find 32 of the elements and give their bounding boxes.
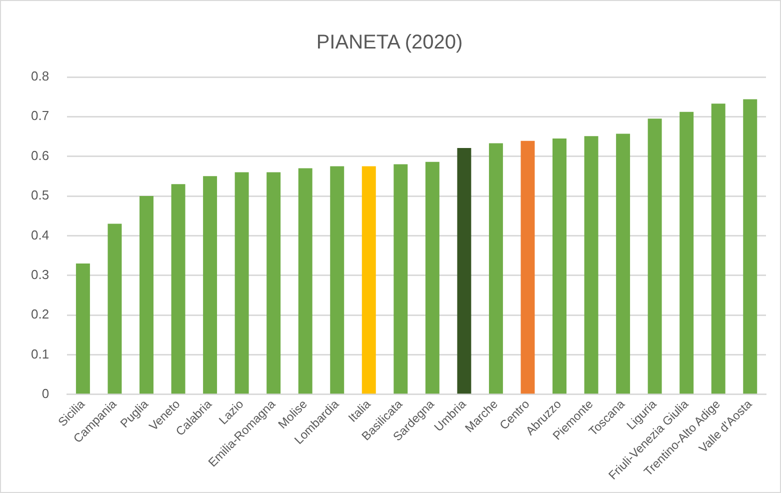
bar: [520, 140, 535, 394]
y-tick-label: 0.5: [30, 188, 50, 203]
bar: [394, 164, 408, 394]
bar: [711, 104, 726, 394]
y-tick-label: 0.4: [30, 227, 50, 242]
y-tick-label: 0.6: [30, 148, 50, 163]
bar: [616, 134, 630, 394]
bar: [298, 168, 312, 394]
bar: [648, 118, 662, 394]
y-tick-label: 0.8: [30, 68, 50, 84]
bar: [362, 166, 376, 394]
bar: [76, 263, 90, 394]
bar: [330, 166, 344, 394]
y-tick-label: 0.3: [30, 266, 50, 282]
bar: [680, 112, 694, 394]
bar: [457, 148, 472, 394]
bar: [552, 138, 566, 394]
y-tick-label: 0.7: [30, 108, 50, 124]
bar: [266, 172, 281, 394]
chart-title: PIANETA (2020): [316, 32, 463, 54]
y-tick-label: 0.2: [30, 306, 50, 322]
bar: [584, 136, 598, 394]
bar: [140, 196, 154, 394]
bar: [171, 184, 186, 394]
y-tick-label: 0: [42, 386, 50, 401]
bar: [743, 99, 758, 394]
bar: [108, 224, 122, 394]
bar: [234, 172, 249, 394]
bar: [488, 143, 503, 394]
y-tick-label: 0.1: [30, 346, 50, 362]
bar: [425, 162, 440, 394]
bar: [203, 176, 218, 394]
